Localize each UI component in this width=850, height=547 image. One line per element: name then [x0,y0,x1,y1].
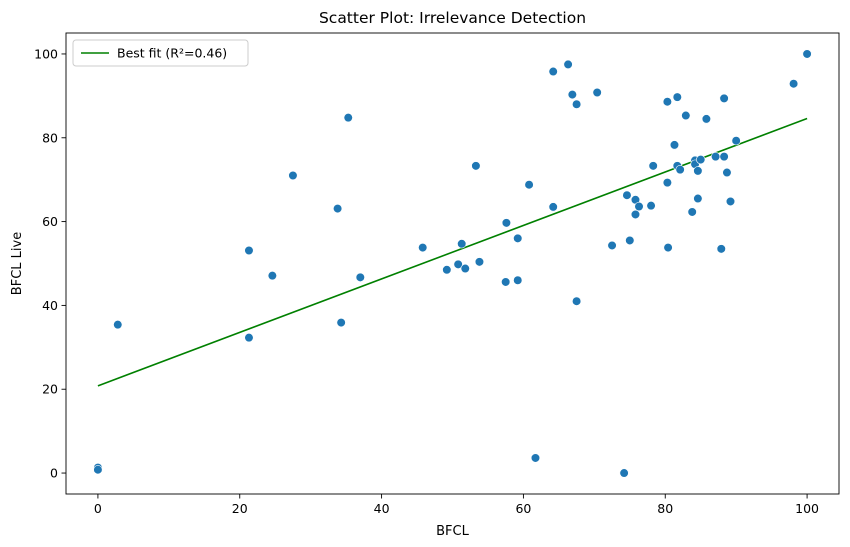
x-tick-label: 60 [515,501,531,516]
scatter-point [524,180,534,190]
scatter-point [669,140,680,150]
x-axis-label: BFCL [436,524,469,539]
scatter-point [719,152,729,162]
scatter-point [711,152,721,162]
legend: Best fit (R²=0.46) [72,39,249,67]
scatter-point [625,235,635,246]
y-tick-label: 100 [34,46,58,61]
scatter-point [572,99,582,109]
scatter-point [474,257,485,267]
scatter-point [548,202,558,212]
scatter-point [355,272,365,282]
x-tick-label: 20 [232,501,248,516]
scatter-point [619,468,629,478]
scatter-point [418,242,428,253]
y-axis-ticks: 0 20 40 60 80 100 [34,46,66,481]
plot-area: 0 20 40 60 80 100 0 20 40 60 80 100 [34,32,840,516]
scatter-point [548,66,558,77]
scatter-point [630,209,641,220]
x-tick-label: 100 [795,501,819,516]
scatter-point [563,59,573,70]
scatter-point [675,165,685,175]
scatter-point [687,207,697,217]
scatter-point [802,49,812,59]
x-tick-label: 0 [94,501,102,516]
x-axis-ticks: 0 20 40 60 80 100 [94,494,819,516]
scatter-point [693,166,703,176]
scatter-point [622,190,632,200]
scatter-point [716,244,726,254]
scatter-point [693,193,703,204]
scatter-point [501,218,511,228]
scatter-point [725,196,736,207]
y-axis-label: BFCL Live [10,232,25,295]
x-tick-label: 80 [657,501,673,516]
scatter-point [501,277,511,287]
scatter-point [244,245,254,256]
legend-label: Best fit (R²=0.46) [117,46,227,61]
scatter-point [457,239,467,249]
scatter-point [336,317,346,328]
axes-frame [65,32,840,495]
scatter-point [592,87,602,98]
scatter-point [731,136,741,146]
scatter-point [663,242,673,253]
scatter-point [572,296,582,306]
y-tick-label: 0 [50,466,58,481]
scatter-point [567,90,577,100]
scatter-point [343,113,353,123]
x-tick-label: 40 [374,501,390,516]
legend-box [72,39,249,67]
scatter-point [701,114,711,124]
scatter-point [244,333,254,343]
scatter-point [113,320,123,330]
scatter-point [607,240,617,251]
scatter-point [333,203,343,214]
scatter-point [722,167,732,178]
scatter-point [648,161,658,171]
scatter-point [513,275,523,285]
scatter-point [460,263,470,274]
fit-line-layer [97,117,808,387]
scatter-point [646,201,656,211]
y-tick-label: 60 [42,214,58,229]
scatter-point [672,92,682,102]
scatter-point [513,233,523,243]
y-tick-label: 40 [42,298,58,313]
scatter-point [634,201,644,212]
scatter-point [442,265,452,275]
scatter-point [267,271,277,281]
best-fit-line [97,117,808,387]
scatter-point [719,93,729,103]
y-tick-label: 20 [42,382,58,397]
scatter-point [662,178,672,188]
scatter-point [471,161,481,171]
scatter-point [530,453,541,463]
y-tick-label: 80 [42,130,58,145]
chart-title: Scatter Plot: Irrelevance Detection [319,9,586,27]
scatter-point [93,465,103,475]
scatter-point [662,97,672,107]
scatter-point [789,79,799,89]
scatter-point [288,170,298,181]
scatter-point [681,110,691,121]
scatter-points [93,49,812,478]
scatter-point [696,154,706,165]
scatter-point [453,259,463,269]
